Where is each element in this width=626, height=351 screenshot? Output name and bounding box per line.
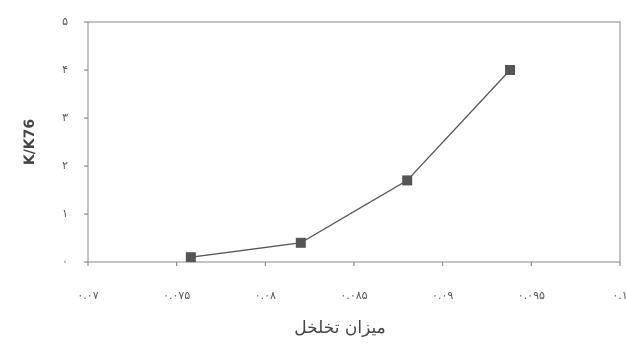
y-tick-label: ۰: [62, 255, 68, 268]
x-tick-label: ۰.۰۸۵: [340, 289, 367, 302]
y-tick-label: ۲: [62, 159, 68, 172]
x-tick-label: ۰.۰۹۵: [518, 289, 545, 302]
series-line: [190, 69, 511, 258]
x-tick-label: ۰.۱: [612, 289, 626, 302]
y-tick-label: ۱: [62, 207, 68, 220]
y-axis-label: K/K76: [22, 119, 38, 165]
x-tick-label: ۰.۰۷۵: [163, 289, 190, 302]
x-tick-label: ۰.۰۸: [255, 289, 276, 302]
y-tick-label: ۴: [62, 63, 68, 76]
marker: [185, 252, 196, 263]
marker: [505, 65, 516, 75]
x-tick-label: ۰.۰۹: [432, 289, 453, 302]
marker: [295, 237, 306, 248]
y-tick-label: ۳: [62, 111, 68, 124]
plot-frame: [87, 21, 621, 263]
x-axis-label: میزان تخلخل: [294, 318, 385, 338]
x-tick-label: ۰.۰۷: [77, 289, 98, 302]
y-tick-label: ۵: [62, 15, 68, 28]
marker: [402, 175, 413, 186]
